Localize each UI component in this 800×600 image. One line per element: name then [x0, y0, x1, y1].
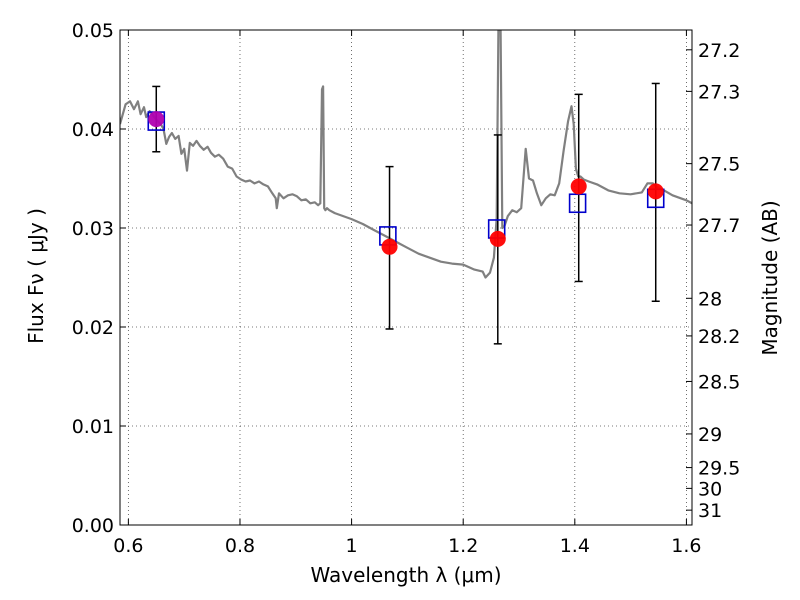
y-tick-label: 0.04 — [72, 119, 114, 141]
observed-flux-point — [489, 230, 506, 247]
x-axis-title: Wavelength λ (μm) — [310, 563, 501, 587]
plot-frame — [119, 29, 693, 526]
observed-flux-point — [148, 111, 165, 128]
y-tick-label: 0.02 — [72, 317, 114, 339]
y2-tick-label: 29 — [698, 424, 722, 446]
spectrum-layer — [120, 30, 692, 279]
observed-flux-point — [647, 183, 664, 200]
y2-tick-label: 28 — [698, 288, 722, 310]
x-tick-label: 0.8 — [225, 535, 255, 557]
observed-flux-point — [570, 178, 587, 195]
y-tick-label: 0.00 — [72, 515, 114, 537]
x-tick-label: 1 — [346, 535, 358, 557]
y-axis-ticks: 0.00 0.01 0.02 0.03 0.04 0.05 — [72, 20, 126, 537]
y-tick-label: 0.05 — [72, 20, 114, 42]
y2-tick-label: 28.2 — [698, 326, 740, 348]
x-tick-label: 1.6 — [671, 535, 701, 557]
errorbar-layer — [152, 82, 660, 345]
x-axis-ticks: 0.6 0.8 1 1.2 1.4 1.6 — [113, 30, 702, 557]
y2-tick-label: 29.5 — [698, 458, 740, 480]
y2-tick-label: 31 — [698, 500, 722, 522]
y2-tick-label: 27.5 — [698, 154, 740, 176]
y2-tick-label: 30 — [698, 478, 722, 500]
y2-tick-label: 27.2 — [698, 40, 740, 62]
y2-tick-label: 27.3 — [698, 81, 740, 103]
y-axis-title: Flux Fν ( μJy ) — [24, 208, 48, 344]
y-tick-label: 0.03 — [72, 218, 114, 240]
x-tick-label: 1.4 — [560, 535, 590, 557]
y2-tick-label: 27.7 — [698, 215, 740, 237]
grid-lines — [120, 29, 692, 526]
spectrum-line — [120, 30, 692, 279]
model-photometry-square — [568, 193, 587, 214]
x-tick-label: 0.6 — [113, 535, 143, 557]
observed-flux-layer — [148, 111, 664, 255]
y2-tick-label: 28.5 — [698, 371, 740, 393]
y-tick-label: 0.01 — [72, 416, 114, 438]
x-tick-label: 1.2 — [448, 535, 478, 557]
observed-flux-point — [381, 238, 398, 255]
model-photometry-layer — [147, 111, 665, 246]
y2-axis-title: Magnitude (AB) — [758, 200, 782, 355]
